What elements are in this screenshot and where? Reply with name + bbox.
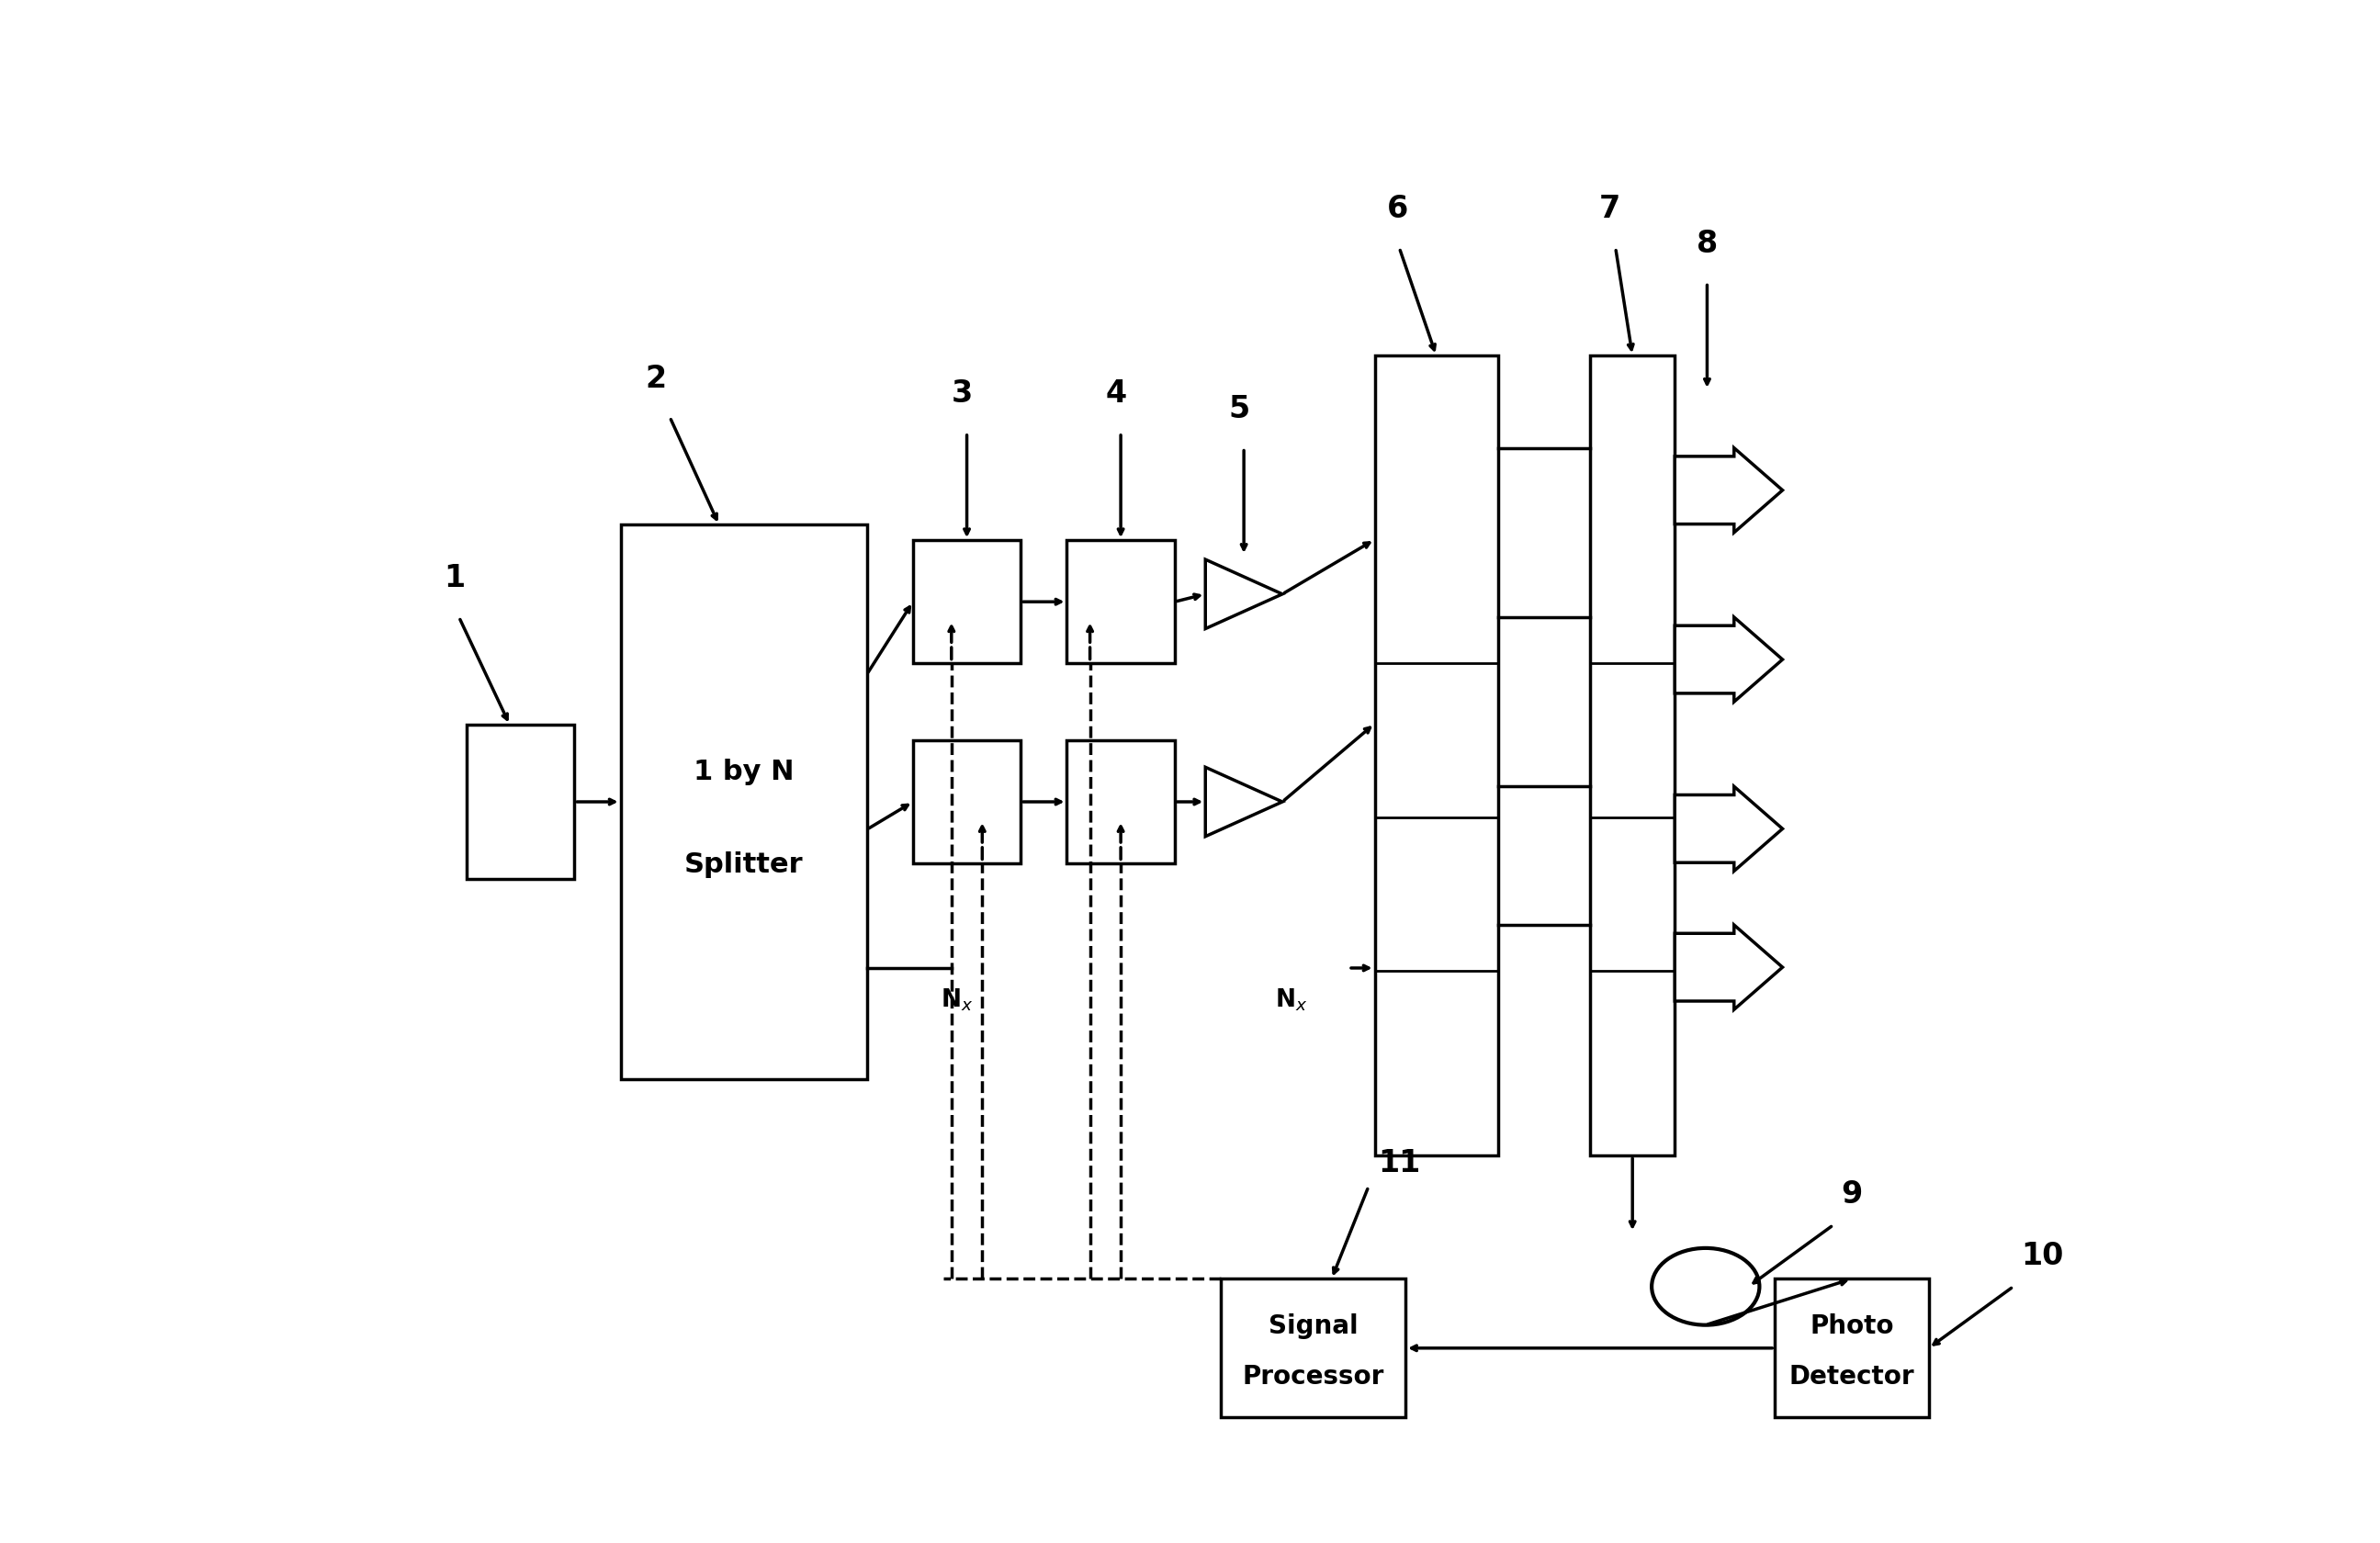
Text: N$_x$: N$_x$ xyxy=(1276,986,1307,1012)
FancyBboxPatch shape xyxy=(1775,1279,1928,1418)
FancyBboxPatch shape xyxy=(466,725,574,880)
Text: Detector: Detector xyxy=(1790,1362,1914,1389)
Text: 8: 8 xyxy=(1697,228,1718,259)
Text: 9: 9 xyxy=(1842,1179,1864,1208)
Text: 6: 6 xyxy=(1388,194,1409,224)
Polygon shape xyxy=(1676,617,1783,702)
Text: 1 by N: 1 by N xyxy=(693,758,795,785)
Ellipse shape xyxy=(1652,1248,1759,1325)
Text: Signal: Signal xyxy=(1269,1312,1359,1338)
Polygon shape xyxy=(1676,787,1783,872)
Text: Photo: Photo xyxy=(1809,1312,1894,1338)
Text: 11: 11 xyxy=(1378,1148,1421,1177)
Text: 10: 10 xyxy=(2021,1239,2063,1270)
Text: 7: 7 xyxy=(1599,194,1621,224)
FancyBboxPatch shape xyxy=(1376,356,1497,1156)
FancyBboxPatch shape xyxy=(1066,741,1176,864)
Text: 2: 2 xyxy=(645,363,666,393)
Text: 5: 5 xyxy=(1228,393,1250,424)
Polygon shape xyxy=(1204,560,1283,630)
Text: 1: 1 xyxy=(443,563,464,594)
FancyBboxPatch shape xyxy=(1221,1279,1407,1418)
FancyBboxPatch shape xyxy=(914,540,1021,663)
Text: 3: 3 xyxy=(952,378,973,409)
Text: Processor: Processor xyxy=(1242,1362,1385,1389)
Polygon shape xyxy=(1676,449,1783,534)
Polygon shape xyxy=(1204,768,1283,836)
Text: Splitter: Splitter xyxy=(683,850,802,876)
FancyBboxPatch shape xyxy=(1590,356,1676,1156)
FancyBboxPatch shape xyxy=(914,741,1021,864)
Text: 4: 4 xyxy=(1104,378,1126,409)
Polygon shape xyxy=(1676,926,1783,1009)
FancyBboxPatch shape xyxy=(621,526,866,1079)
FancyBboxPatch shape xyxy=(1066,540,1176,663)
Text: N$_x$: N$_x$ xyxy=(940,986,973,1012)
